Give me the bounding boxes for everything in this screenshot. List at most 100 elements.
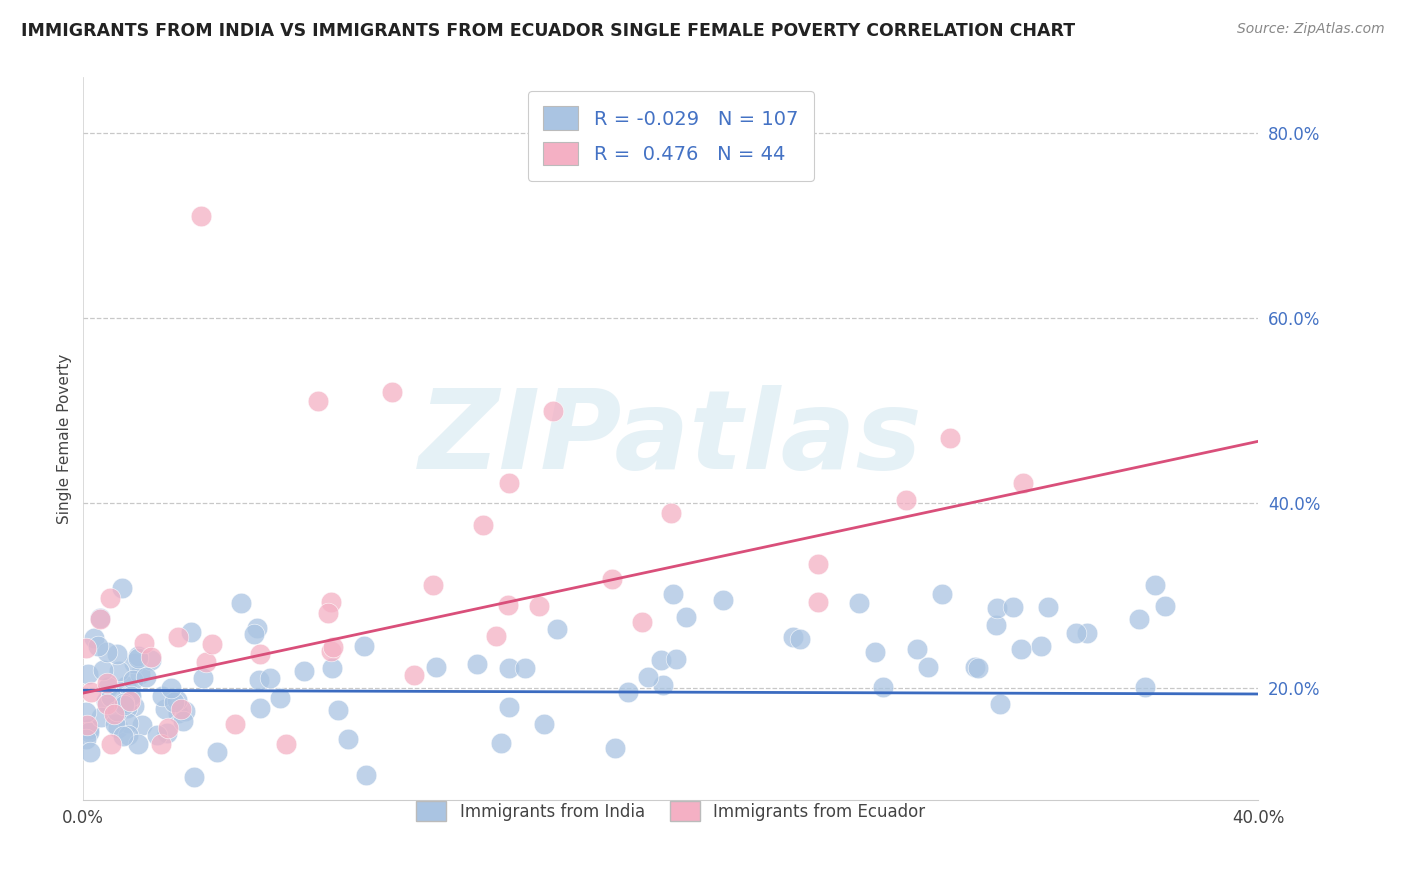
Point [107,664,129,678]
Point [782,630,804,644]
Point [149,737,172,751]
Point [76,717,98,731]
Point [139,650,162,665]
Point [276,737,298,751]
Point [963,660,986,674]
Point [79,685,101,699]
Point [96,697,118,711]
Point [465,657,488,671]
Point [665,652,688,666]
Point [931,587,953,601]
Point [496,598,519,612]
Point [905,642,928,657]
Point [967,660,990,674]
Point [100,737,122,751]
Point [98,591,121,605]
Point [894,492,917,507]
Point [157,721,180,735]
Point [489,736,512,750]
Point [107,721,129,735]
Point [105,704,128,718]
Point [422,578,444,592]
Point [1038,599,1060,614]
Point [201,637,224,651]
Point [498,661,520,675]
Point [159,681,181,696]
Point [231,596,253,610]
Point [114,679,136,693]
Point [96,645,118,659]
Point [259,672,281,686]
Point [163,695,186,709]
Point [498,475,520,490]
Point [75,640,97,655]
Point [527,599,550,613]
Point [652,678,675,692]
Point [96,694,118,708]
Point [547,622,569,636]
Point [77,723,100,737]
Point [533,716,555,731]
Point [1010,641,1032,656]
Point [711,593,734,607]
Point [156,726,179,740]
Point [353,639,375,653]
Point [484,629,506,643]
Point [1001,599,1024,614]
Point [100,690,122,704]
Point [79,745,101,759]
Point [354,768,377,782]
Point [150,689,173,703]
Point [471,517,494,532]
Point [939,432,962,446]
Point [498,699,520,714]
Point [180,624,202,639]
Point [89,612,111,626]
Point [77,725,100,739]
Point [131,717,153,731]
Point [132,636,155,650]
Point [122,698,145,713]
Point [1144,578,1167,592]
Point [166,693,188,707]
Text: Source: ZipAtlas.com: Source: ZipAtlas.com [1237,22,1385,37]
Point [637,670,659,684]
Point [104,717,127,731]
Point [543,403,565,417]
Point [190,209,212,223]
Point [77,667,100,681]
Point [97,680,120,694]
Point [169,702,191,716]
Point [269,691,291,706]
Point [118,688,141,702]
Point [321,661,343,675]
Point [127,651,149,665]
Point [990,697,1012,711]
Point [246,621,269,635]
Point [1133,680,1156,694]
Text: IMMIGRANTS FROM INDIA VS IMMIGRANTS FROM ECUADOR SINGLE FEMALE POVERTY CORRELATI: IMMIGRANTS FROM INDIA VS IMMIGRANTS FROM… [21,22,1076,40]
Point [127,649,149,664]
Point [87,640,110,654]
Point [96,676,118,690]
Point [650,653,672,667]
Legend: Immigrants from India, Immigrants from Ecuador: Immigrants from India, Immigrants from E… [404,788,939,835]
Point [195,655,218,669]
Point [381,385,404,400]
Point [789,632,811,646]
Point [243,627,266,641]
Point [292,664,315,678]
Point [112,696,135,710]
Point [166,706,188,721]
Point [600,572,623,586]
Point [316,607,339,621]
Point [249,673,271,688]
Point [117,728,139,742]
Point [183,770,205,784]
Point [630,615,652,630]
Point [249,647,271,661]
Point [605,740,627,755]
Point [90,710,112,724]
Point [848,596,870,610]
Point [319,644,342,658]
